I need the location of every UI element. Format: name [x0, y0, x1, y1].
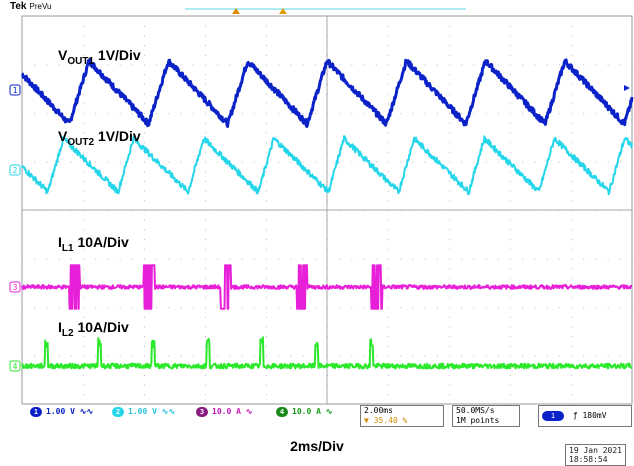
ch4-ground-label: 4 — [13, 362, 18, 371]
grid-dots — [22, 16, 633, 405]
trigger-level-marker — [624, 85, 630, 91]
trigger-pos-icon: ▼ — [364, 416, 369, 425]
brand-label: Tek PreVu — [10, 1, 52, 12]
label-vout2: VOUT2 1V/Div — [58, 128, 141, 148]
ch2-ground-marker — [9, 164, 21, 176]
label-vout1: VOUT1 1V/Div — [58, 47, 141, 67]
scope-header: Tek PreVu — [0, 0, 634, 16]
channel-status-bar: 1 1.00 V ∿∿ 2 1.00 V ∿∿ 3 10.0 A ∿ 4 10.0 A … — [22, 404, 632, 428]
acquisition-box[interactable]: 50.0MS/s 1M points — [452, 405, 520, 427]
label-il1: IL1 10A/Div — [58, 234, 129, 254]
expansion-point-marker — [279, 8, 287, 14]
ch3-setting[interactable]: 3 10.0 A ∿ — [192, 406, 258, 418]
ch3-ground-marker — [9, 281, 21, 293]
trigger-box[interactable]: 1 ƒ 180mV — [538, 405, 632, 427]
ch4-setting[interactable]: 4 10.0 A ∿ — [272, 406, 338, 418]
trigger-slope-icon: ƒ — [572, 411, 578, 420]
ch2-setting[interactable]: 2 1.00 V ∿∿ — [108, 406, 181, 418]
trace-il1 — [21, 264, 633, 310]
trace-il2 — [21, 336, 633, 370]
ch3-ground-label: 3 — [13, 283, 18, 292]
timebase-box[interactable]: 2.00ms ▼ 35.40 % — [360, 405, 444, 427]
ch1-setting[interactable]: 1 1.00 V ∿∿ — [26, 406, 99, 418]
timestamp: 19 Jan 2021 18:58:54 — [565, 444, 626, 466]
ch4-ground-marker — [9, 360, 21, 372]
trigger-position-marker — [232, 8, 240, 14]
trace-vout2 — [21, 135, 633, 196]
ch1-ground-label: 1 — [13, 86, 18, 95]
trace-vout1 — [21, 58, 634, 128]
ch2-ground-label: 2 — [13, 166, 18, 175]
label-il2: IL2 10A/Div — [58, 319, 129, 339]
x-axis-label: 2ms/Div — [290, 438, 344, 454]
ch1-ground-marker — [9, 84, 21, 96]
